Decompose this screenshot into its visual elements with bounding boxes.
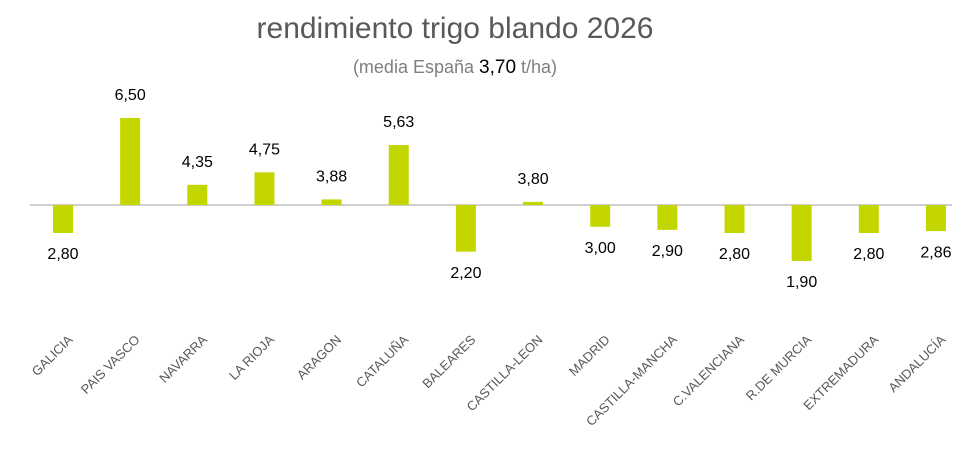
bar: [523, 201, 544, 205]
subtitle-prefix: (media España: [353, 57, 475, 77]
data-label: 5,63: [383, 114, 414, 131]
subtitle-suffix: t/ha): [521, 57, 557, 77]
bar: [254, 172, 275, 205]
bar: [455, 205, 476, 252]
chart-title: rendimiento trigo blando 2026: [257, 12, 654, 45]
x-tick-label: LA RIOJA: [226, 332, 277, 383]
x-tick-label: GALICIA: [29, 332, 76, 379]
bar: [925, 205, 946, 232]
data-label: 2,80: [47, 246, 78, 263]
bar: [590, 205, 611, 227]
bar: [187, 184, 208, 205]
x-tick-label: NAVARRA: [156, 332, 210, 386]
x-tick-label: C.VALENCIANA: [670, 332, 748, 410]
data-label: 1,90: [786, 274, 817, 291]
x-tick-label: ARAGON: [294, 332, 344, 382]
data-label: 4,35: [182, 154, 213, 171]
data-label: 4,75: [249, 142, 280, 159]
bar: [53, 205, 73, 233]
data-label: 3,88: [316, 169, 347, 186]
data-label: 2,20: [450, 265, 481, 282]
data-label: 2,90: [652, 243, 683, 260]
data-label: 6,50: [115, 87, 146, 104]
baseline-label: 3,70: [479, 57, 516, 78]
data-label: 2,80: [853, 246, 884, 263]
data-label: 2,86: [920, 244, 951, 261]
x-tick-label: MADRID: [566, 332, 613, 379]
x-tick-label: CATALUÑA: [353, 332, 412, 391]
bar: [724, 205, 745, 233]
bar: [388, 144, 409, 205]
data-label: 3,00: [585, 240, 616, 257]
bar: [120, 117, 141, 205]
x-tick-label: PAIS VASCO: [78, 332, 143, 397]
bar: [657, 205, 678, 230]
x-tick-label: R.DE MURCIA: [743, 332, 815, 404]
chart-subtitle: (media España 3,70 t/ha): [353, 57, 557, 78]
bar: [321, 199, 342, 205]
data-label: 2,80: [719, 246, 750, 263]
bar: [858, 205, 879, 233]
x-tick-label: BALEARES: [419, 332, 478, 391]
data-label: 3,80: [517, 171, 548, 188]
x-tick-label: ANDALUCÍA: [885, 332, 948, 395]
bar: [791, 205, 812, 261]
